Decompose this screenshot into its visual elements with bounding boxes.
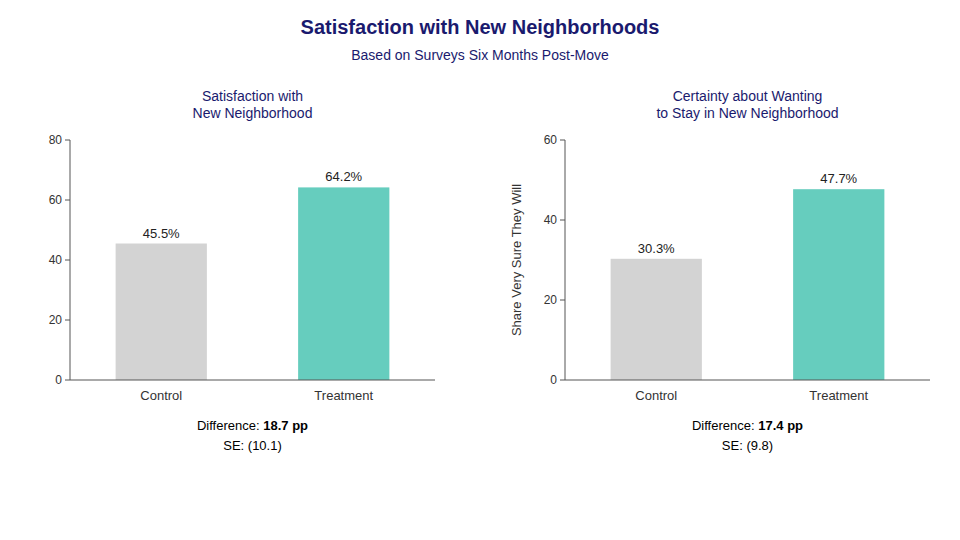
x-axis-line — [70, 380, 435, 381]
panel-title: Certainty about Wantingto Stay in New Ne… — [656, 88, 838, 121]
annotation: SE: (10.1) — [223, 438, 282, 453]
data-label: 47.7% — [820, 171, 857, 186]
data-label: 30.3% — [638, 241, 675, 256]
annotation: Difference: 17.4 pp — [692, 418, 803, 433]
y-tick — [65, 200, 70, 201]
bar — [116, 244, 207, 381]
data-label: 64.2% — [325, 169, 362, 184]
y-tick — [65, 140, 70, 141]
y-tick — [65, 260, 70, 261]
x-tick-label: Treatment — [314, 388, 373, 403]
bar — [611, 259, 702, 380]
y-tick — [560, 300, 565, 301]
y-tick-label: 0 — [550, 373, 557, 387]
y-axis-label: Share Very Sure They Will — [509, 184, 524, 336]
annotation: Difference: 18.7 pp — [197, 418, 308, 433]
y-tick-label: 20 — [49, 313, 63, 327]
y-tick-label: 40 — [544, 213, 558, 227]
panel-title: Satisfaction withNew Neighborhood — [193, 88, 313, 121]
y-tick — [560, 220, 565, 221]
bar — [793, 189, 884, 380]
y-axis-line — [70, 140, 71, 380]
x-tick-label: Treatment — [809, 388, 868, 403]
chart-subtitle: Based on Surveys Six Months Post-Move — [351, 47, 609, 63]
chart-canvas: Satisfaction with New Neighborhoods Based… — [0, 0, 960, 540]
y-tick — [560, 140, 565, 141]
y-tick-label: 0 — [55, 373, 62, 387]
y-axis-line — [565, 140, 566, 380]
x-tick-label: Control — [635, 388, 677, 403]
panel: Satisfaction withNew Neighborhood 0 20 40 60… — [49, 88, 435, 453]
y-tick — [560, 380, 565, 381]
chart-title: Satisfaction with New Neighborhoods — [301, 16, 660, 38]
y-tick-label: 60 — [544, 133, 558, 147]
bars — [611, 189, 885, 380]
bars — [116, 187, 390, 380]
y-tick-label: 20 — [544, 293, 558, 307]
y-tick — [65, 380, 70, 381]
x-tick-label: Control — [140, 388, 182, 403]
y-tick-label: 40 — [49, 253, 63, 267]
bar — [298, 187, 389, 380]
y-tick-label: 60 — [49, 193, 63, 207]
y-tick-label: 80 — [49, 133, 63, 147]
x-axis-line — [565, 380, 930, 381]
annotation: SE: (9.8) — [722, 438, 773, 453]
panel: Certainty about Wantingto Stay in New Ne… — [509, 88, 930, 453]
data-label: 45.5% — [143, 226, 180, 241]
y-tick — [65, 320, 70, 321]
